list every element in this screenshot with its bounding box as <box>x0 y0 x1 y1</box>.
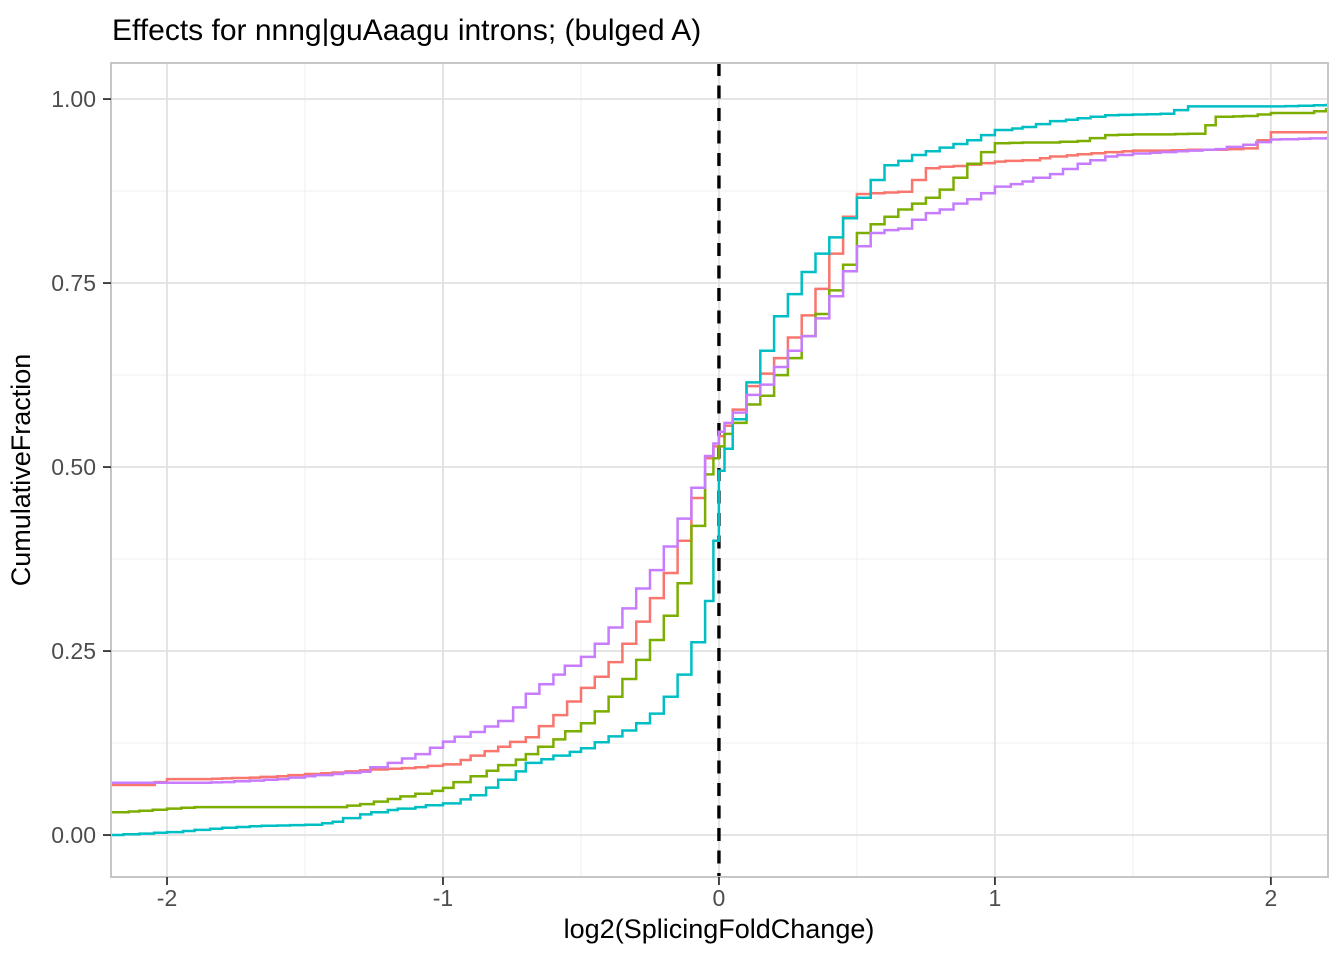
y-tick-label: 1.00 <box>51 86 96 112</box>
ecdf-teal-curve <box>111 103 1328 837</box>
x-tick-label: -2 <box>157 885 177 911</box>
y-axis-title: CumulativeFraction <box>6 354 36 587</box>
x-tick-label: 1 <box>989 885 1002 911</box>
ecdf-salmon-curve <box>111 130 1328 787</box>
y-tick-label: 0.25 <box>51 638 96 664</box>
plot-panel: -2 -1 0 1 2 0.00 0.25 0.50 0.75 1.00 <box>51 62 1329 911</box>
y-tick-label: 0.75 <box>51 270 96 296</box>
x-tick-label: -1 <box>433 885 453 911</box>
x-tick-label: 2 <box>1264 885 1277 911</box>
x-tick-label: 0 <box>713 885 726 911</box>
y-tick-label: 0.00 <box>51 822 96 848</box>
ecdf-purple-curve <box>111 136 1328 785</box>
plot-title: Effects for nnng|guAaagu introns; (bulge… <box>112 14 701 47</box>
ecdf-green-curve <box>111 108 1328 814</box>
x-axis-title: log2(SplicingFoldChange) <box>564 914 875 944</box>
y-tick-label: 0.50 <box>51 454 96 480</box>
